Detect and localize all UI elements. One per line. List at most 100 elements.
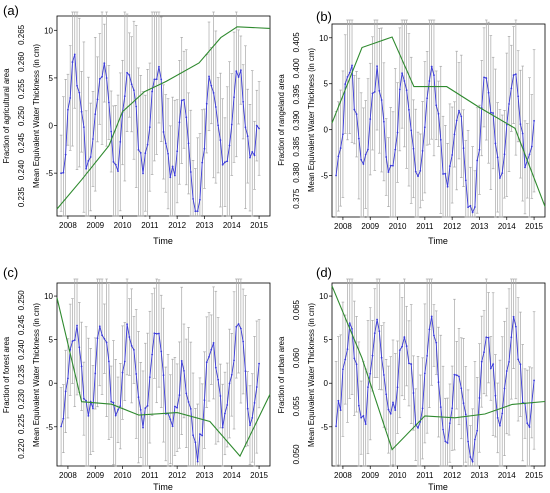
water-point [192,197,194,200]
water-point [464,179,467,182]
water-point [180,99,183,102]
water-point [189,407,192,410]
x-tick-label: 2010 [389,222,407,231]
water-thickness-points [335,64,535,214]
water-point [448,422,451,425]
water-point [335,425,337,428]
water-point [412,392,415,394]
water-point [430,65,433,68]
water-point [155,78,158,81]
water-point [337,399,340,402]
water-point [437,381,440,384]
y-tick-label-land: 0.240 [17,339,26,360]
water-point [128,336,131,338]
water-point [428,328,431,331]
x-tick-label: 2009 [86,471,104,480]
water-point [339,147,342,149]
water-point [76,84,78,87]
water-point [62,171,65,174]
error-bars [59,11,261,217]
water-point [217,124,220,127]
water-point [82,397,85,400]
water-point [489,111,492,114]
axis-ticks: 2008 2009 2010 2011 2012 2013 2014 2015 10 5 0 -5 0.… [17,290,269,480]
water-point [496,416,499,419]
water-point [410,363,413,365]
panel-label: (c) [3,265,18,280]
water-point [371,92,374,95]
y-tick-label-land: 0.405 [292,32,301,53]
water-point [249,424,251,427]
water-point [446,442,449,444]
water-point [230,373,233,376]
y-tick-label-land: 0.220 [17,438,26,459]
water-point [373,91,376,93]
water-point [430,315,433,318]
water-point [135,105,138,108]
y-tick-label-land: 0.380 [292,162,301,183]
water-point [442,428,444,431]
y-tick-label-land: 0.240 [17,160,26,181]
water-point [410,129,413,132]
water-point [233,359,235,362]
water-point [142,172,144,175]
water-point [421,149,424,152]
x-tick-label: 2013 [196,221,214,230]
water-point [433,334,435,337]
water-point [412,147,415,150]
x-tick-label: 2015 [525,471,543,480]
water-point [360,416,363,419]
water-point [455,119,458,122]
water-point [417,426,419,429]
x-tick-label: 2012 [168,221,186,230]
water-point [67,108,69,111]
y-tick-label-land: 0.060 [292,348,301,369]
water-point [228,144,231,147]
x-tick-label: 2012 [168,471,186,480]
water-point [487,91,490,94]
water-point [376,65,378,67]
water-point [92,138,94,140]
panel-c: 2008 2009 2010 2011 2012 2013 2014 2015 10 5 0 -5 0.… [2,265,271,492]
water-point [151,353,154,356]
water-point [117,170,119,172]
water-point [471,460,474,463]
water-point [199,198,201,201]
water-point [355,113,358,116]
water-point [114,414,117,417]
water-point [469,456,472,458]
water-point [401,72,403,75]
water-point [176,150,179,153]
land-fraction-line [56,297,271,458]
water-point [246,407,249,410]
water-thickness-line [60,323,260,462]
x-axis-title: Time [428,236,448,246]
water-point [398,88,401,91]
plot-frame [331,23,546,218]
water-point [187,401,190,403]
water-point [171,425,174,428]
water-point [451,407,454,410]
x-tick-label: 2008 [59,471,77,480]
x-tick-label: 2010 [114,471,132,480]
water-point [389,412,392,415]
water-point [396,131,399,134]
water-point [258,362,260,365]
water-point [421,407,424,410]
water-point [237,76,240,78]
y-tick-label-water: -5 [321,423,329,432]
water-point [414,170,417,173]
error-bars [334,278,536,467]
water-point [376,318,378,321]
water-point [153,78,156,81]
water-point [505,370,508,372]
water-point [60,425,62,428]
water-point [478,397,481,399]
water-point [382,120,385,123]
x-tick-label: 2008 [59,221,77,230]
water-point [178,121,181,124]
water-point [342,368,344,371]
water-point [151,90,154,93]
y-tick-label-land: 0.245 [17,314,26,335]
water-point [137,148,140,151]
